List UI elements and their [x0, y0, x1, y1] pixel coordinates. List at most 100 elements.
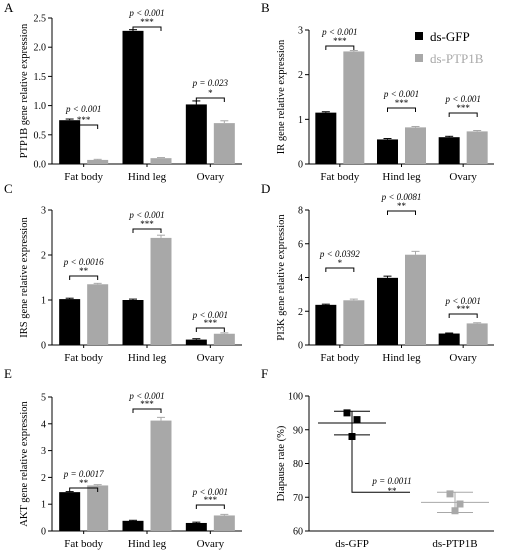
y-tick-label: 3	[298, 26, 303, 37]
bar-ds-gfp	[185, 339, 207, 345]
panel-a: A 0.0 0.5 1.0 1.5 2.0 2.5 PTP1B gene relative e…	[4, 0, 242, 183]
y-tick-label: 2.0	[34, 43, 47, 54]
bar-ds-gfp	[122, 300, 144, 345]
data-point	[353, 416, 361, 424]
bar-ds-ptp1b	[87, 159, 109, 164]
data-point	[446, 490, 454, 498]
x-tick-label: Fat body	[320, 352, 359, 364]
x-tick-label: Hind leg	[128, 171, 167, 183]
significance-bracket	[195, 97, 225, 102]
p-value-label: p < 0.001	[192, 487, 228, 497]
x-tick-label: Fat body	[64, 538, 103, 550]
significance-bracket	[69, 275, 99, 280]
p-value-label: p < 0.001	[321, 27, 357, 37]
y-tick-label: 6	[298, 239, 303, 250]
bar-ds-ptp1b	[466, 131, 488, 164]
y-tick-label: 70	[293, 493, 303, 504]
significance-stars: ***	[395, 98, 409, 108]
significance-stars: *	[208, 88, 213, 98]
bar-ds-gfp	[185, 522, 207, 531]
x-tick-label: Fat body	[320, 171, 359, 183]
y-tick-label: 0	[41, 527, 46, 538]
significance-bracket	[325, 267, 355, 272]
p-value-label: p = 0.0017	[63, 469, 104, 479]
significance-bracket	[387, 107, 416, 112]
x-tick-label: Fat body	[64, 171, 103, 183]
significance-bracket	[69, 487, 99, 492]
bar-ds-gfp	[59, 492, 81, 531]
bar-ds-ptp1b	[213, 123, 235, 164]
significance-stars: **	[388, 486, 398, 496]
y-tick-label: 0	[298, 160, 303, 171]
y-axis-title: Diapause rate (%)	[276, 425, 287, 501]
bar-ds-gfp	[59, 120, 81, 164]
y-tick-label: 5	[41, 393, 46, 404]
p-value-label: p < 0.001	[192, 310, 228, 320]
p-value-label: p < 0.001	[65, 104, 101, 114]
legend-label-ds-ptp1b: ds-PTP1B	[430, 51, 484, 66]
significance-stars: ***	[456, 304, 470, 314]
y-tick-label: 1.0	[34, 101, 47, 112]
bar-ds-gfp	[185, 104, 207, 164]
bar-ds-gfp	[122, 520, 144, 531]
bar-ds-ptp1b	[466, 323, 488, 345]
panel-letter-c: C	[4, 181, 13, 196]
data-point	[456, 500, 464, 508]
y-tick-label: 3	[41, 206, 46, 217]
significance-bracket	[325, 45, 355, 50]
x-tick-label: Hind leg	[382, 171, 421, 183]
p-value-label: p = 0.0011	[371, 476, 411, 486]
x-tick-label: ds-PTP1B	[432, 538, 477, 550]
y-tick-label: 3	[41, 446, 46, 457]
p-value-label: p < 0.001	[383, 89, 419, 99]
y-axis-title: PTP1B gene relative expression	[19, 23, 30, 158]
bar-ds-gfp	[377, 277, 398, 345]
panel-b: B 0 1 2 3 IR gene relative expression Fat body…	[261, 0, 494, 183]
significance-bracket	[132, 228, 162, 233]
y-tick-label: 100	[288, 392, 303, 403]
legend-label-ds-gfp: ds-GFP	[430, 29, 470, 44]
significance-bracket	[132, 408, 162, 413]
significance-stars: **	[79, 478, 89, 488]
legend: ds-GFP ds-PTP1B	[415, 29, 484, 66]
y-axis-title: IRS gene relative expression	[19, 217, 30, 338]
x-tick-label: Ovary	[197, 538, 225, 550]
significance-stars: ***	[204, 318, 218, 328]
bar-ds-ptp1b	[405, 127, 426, 164]
panel-c: C 0 1 2 3 IRS gene relative expression Fat bod…	[4, 181, 242, 364]
bar-ds-gfp	[377, 139, 398, 164]
y-tick-label: 90	[293, 425, 303, 436]
panel-f: F 60 70 80 90 100 Diapause rate (%) ds-GFP ds-PT…	[261, 366, 494, 550]
x-tick-label: Ovary	[449, 171, 477, 183]
panel-letter-a: A	[4, 0, 14, 15]
significance-bracket	[351, 438, 410, 493]
y-tick-label: 60	[293, 527, 303, 538]
bar-ds-ptp1b	[150, 420, 172, 531]
p-value-label: p < 0.001	[445, 296, 481, 306]
bar-ds-ptp1b	[343, 300, 365, 345]
bar-ds-gfp	[122, 30, 144, 165]
x-tick-label: Ovary	[197, 171, 225, 183]
bar-ds-gfp	[438, 333, 460, 345]
p-value-label: p < 0.001	[128, 210, 164, 220]
significance-bracket	[448, 313, 478, 318]
significance-stars: *	[338, 258, 343, 268]
y-tick-label: 2.5	[34, 14, 47, 25]
y-tick-label: 0	[41, 341, 46, 352]
bar-ds-gfp	[315, 112, 337, 164]
significance-stars: ***	[333, 36, 347, 46]
x-tick-label: ds-GFP	[335, 538, 369, 550]
legend-swatch-ds-ptp1b	[415, 54, 423, 62]
legend-swatch-ds-gfp	[415, 32, 423, 40]
panel-letter-e: E	[4, 366, 12, 381]
significance-stars: **	[79, 266, 89, 276]
y-tick-label: 1	[41, 500, 46, 511]
y-axis-title: PI3K gene relative expression	[276, 214, 287, 341]
p-value-label: p < 0.0392	[319, 249, 360, 259]
panel-letter-b: B	[261, 0, 270, 15]
panel-letter-d: D	[261, 181, 270, 196]
significance-bracket	[69, 124, 99, 129]
x-tick-label: Ovary	[197, 352, 225, 364]
y-tick-label: 80	[293, 459, 303, 470]
